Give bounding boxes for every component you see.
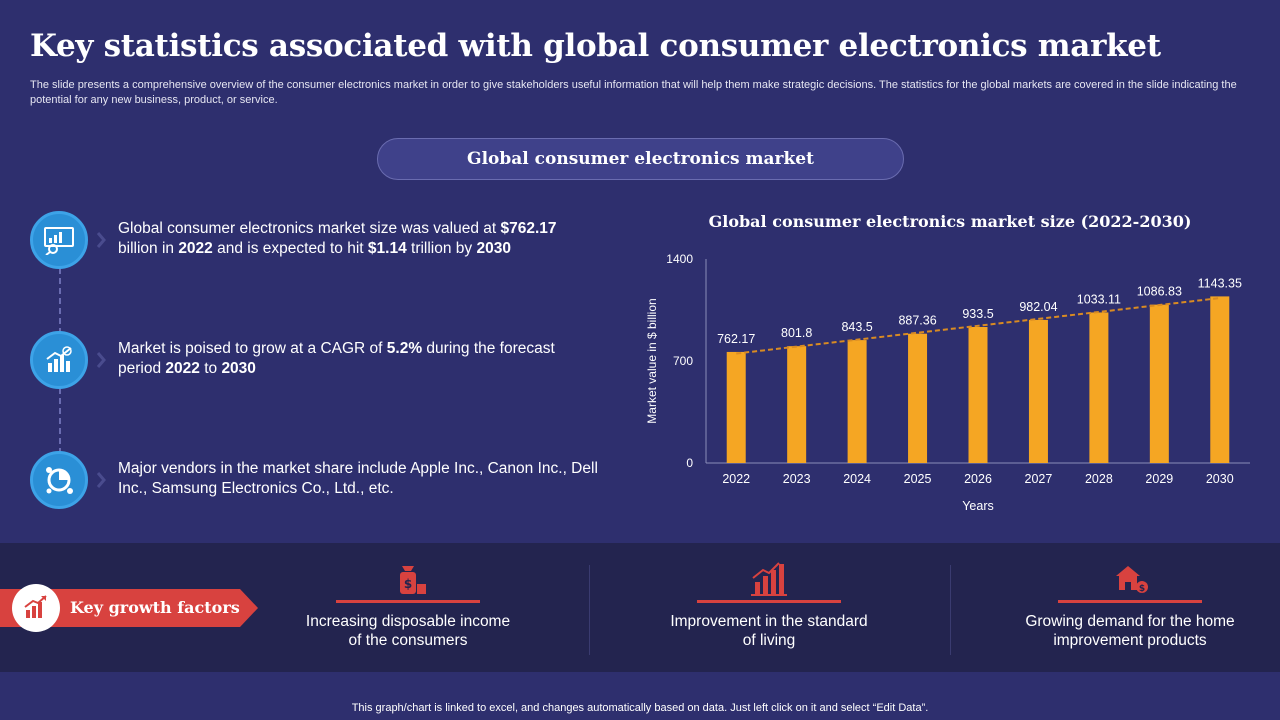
stat-fragment: Market is poised to grow at a CAGR of [118,340,387,357]
data-label: 801.8 [781,326,812,340]
home-products-icon: $ [1116,566,1148,594]
stat-highlight: 2022 [178,240,213,257]
data-label: 887.36 [898,314,936,328]
bar-2023 [787,346,807,463]
svg-text:$: $ [1139,584,1145,594]
bar-2024 [847,340,867,463]
stat-text: Market is poised to grow at a CAGR of 5.… [118,339,598,379]
footer-note: This graph/chart is linked to excel, and… [351,702,929,714]
chart-title: Global consumer electronics market size … [708,212,1192,231]
section-pill-label: Global consumer electronics market [467,149,814,169]
stat-text: Global consumer electronics market size … [118,219,598,259]
x-tick-label: 2025 [904,472,932,486]
stat-text: Major vendors in the market share includ… [118,459,598,499]
data-label: 1033.11 [1077,292,1121,306]
stat-item-market-size: Global consumer electronics market size … [30,211,590,271]
growth-factor-income: $ Increasing disposable income of the co… [228,560,588,660]
section-pill: Global consumer electronics market [377,138,904,180]
svg-text:$: $ [404,577,412,591]
y-axis-title: Market value in $ billion [645,298,659,423]
money-bag-icon: $ [400,566,426,594]
stat-fragment: billion in [118,240,179,257]
factor-underline [336,600,480,603]
bar-2030 [1210,296,1230,463]
rising-bars-icon [751,562,787,596]
data-label: 843.5 [841,320,872,334]
stat-fragment: Major vendors in the market share includ… [118,460,598,497]
growth-factor-home-improvement: $ Growing demand for the home improvemen… [950,560,1280,660]
factor-line: Increasing disposable income [305,613,511,630]
factor-line: improvement products [1053,632,1207,649]
data-label: 982.04 [1019,300,1057,314]
factor-line: of the consumers [348,632,468,649]
bar-2029 [1149,304,1169,463]
factor-underline [697,600,841,603]
growth-arrow-icon [12,584,60,632]
factor-line: of living [742,632,796,649]
chevron-right-icon [96,352,106,368]
factor-underline [1058,600,1202,603]
x-tick-label: 2028 [1085,472,1113,486]
bar-2026 [968,326,988,463]
key-growth-factors-label: Key growth factors [70,598,240,617]
bar-2028 [1089,312,1109,463]
trendline [736,297,1220,355]
y-tick-label: 0 [686,456,693,470]
stat-item-vendors: Major vendors in the market share includ… [30,451,598,511]
x-tick-label: 2026 [964,472,992,486]
data-label: 762.17 [717,332,755,346]
chevron-right-icon [96,232,106,248]
y-tick-label: 1400 [666,252,693,266]
x-tick-label: 2030 [1206,472,1234,486]
stat-item-cagr: Market is poised to grow at a CAGR of 5.… [30,331,590,391]
page-title: Key statistics associated with global co… [30,28,1161,64]
chevron-right-icon [96,472,106,488]
x-tick-label: 2022 [722,472,750,486]
factor-text: Improvement in the standard of living [589,612,949,650]
factor-line: Improvement in the standard [670,613,868,630]
stat-highlight: 2022 [165,360,200,377]
stat-highlight: 5.2% [386,340,423,357]
stat-fragment: Global consumer electronics market size … [118,220,501,237]
x-tick-label: 2023 [783,472,811,486]
stat-fragment: trillion by [406,240,477,257]
stat-fragment: during the forecast period [118,340,555,377]
stat-fragment: and is expected to hit [212,240,368,257]
stat-highlight: $1.14 [367,240,407,257]
bar-2025 [908,333,928,463]
market-size-bar-chart[interactable]: 0 700 1400 2022 762.17 2023 801.8 2024 843.5 2025… [630,245,1270,525]
factor-text: Increasing disposable income of the cons… [228,612,588,650]
y-tick-label: 700 [673,354,693,368]
data-label: 1086.83 [1137,285,1182,299]
x-tick-label: 2027 [1025,472,1053,486]
vendors-pie-icon [30,451,88,509]
x-tick-label: 2024 [843,472,871,486]
page-subtitle: The slide presents a comprehensive overv… [30,79,1237,106]
presentation-chart-icon [30,211,88,269]
key-growth-factors-banner [0,589,258,627]
data-label: 1143.35 [1198,276,1242,290]
stat-highlight: $762.17 [500,220,557,237]
factor-divider [589,565,590,655]
growth-chart-icon [30,331,88,389]
bar-2027 [1028,319,1048,463]
x-tick-label: 2029 [1145,472,1173,486]
growth-factor-living-standard: Improvement in the standard of living [589,560,949,660]
factor-text: Growing demand for the home improvement … [950,612,1280,650]
data-label: 933.5 [962,307,993,321]
bar-2022 [726,351,746,463]
factor-divider [950,565,951,655]
factor-line: Growing demand for the home [1025,613,1235,630]
stat-highlight: 2030 [221,360,256,377]
stat-fragment: to [199,360,222,377]
stat-highlight: 2030 [476,240,511,257]
x-axis-title: Years [962,499,994,513]
